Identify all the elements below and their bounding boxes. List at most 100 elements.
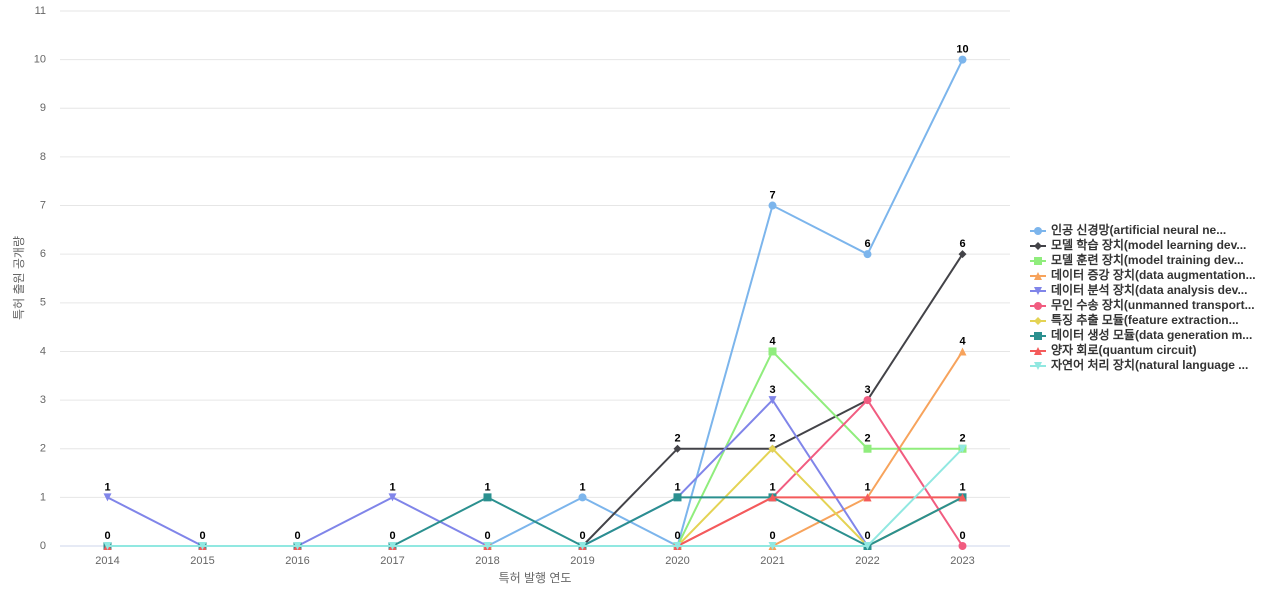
y-tick-label: 2 (40, 443, 46, 455)
data-point (863, 493, 872, 502)
data-label: 1 (674, 481, 680, 493)
x-tick-label: 2022 (855, 555, 879, 567)
data-point (958, 444, 967, 453)
legend-marker (1034, 242, 1042, 250)
x-tick-label: 2020 (665, 555, 689, 567)
data-label: 2 (674, 433, 680, 445)
legend-marker (1034, 272, 1042, 280)
data-label: 0 (199, 530, 205, 542)
data-point (768, 542, 777, 550)
series-line (107, 496, 963, 548)
legend-label: 데이터 생성 모듈(data generation m... (1051, 327, 1252, 342)
data-point (958, 250, 967, 259)
series-line (107, 448, 964, 547)
data-label: 0 (674, 530, 680, 542)
data-point (388, 493, 397, 502)
data-label: 1 (864, 481, 870, 493)
data-point (768, 493, 777, 502)
legend-marker (1034, 287, 1042, 295)
data-label: 1 (579, 481, 585, 493)
data-label: 1 (484, 481, 490, 493)
y-tick-label: 11 (35, 5, 46, 17)
y-tick-label: 9 (40, 102, 46, 114)
legend-label: 특징 추출 모듈(feature extraction... (1051, 312, 1239, 327)
legend-marker (1034, 362, 1042, 370)
data-point (103, 542, 112, 550)
y-tick-label: 3 (40, 394, 46, 406)
legend-marker (1034, 332, 1042, 340)
legend-label: 데이터 분석 장치(data analysis dev... (1051, 282, 1247, 297)
data-label: 1 (959, 481, 965, 493)
x-tick-label: 2021 (760, 555, 784, 567)
data-point (673, 444, 682, 453)
legend-label: 무인 수송 장치(unmanned transport... (1051, 297, 1255, 312)
data-point (863, 396, 872, 405)
data-label: 0 (294, 530, 300, 542)
legend-marker (1034, 257, 1042, 265)
legend-label: 인공 신경망(artificial neural ne... (1051, 222, 1226, 237)
legend-label: 양자 회로(quantum circuit) (1051, 342, 1197, 357)
y-tick-label: 6 (40, 248, 46, 260)
data-point (388, 542, 397, 550)
x-tick-label: 2018 (475, 555, 499, 567)
data-point (578, 542, 587, 550)
data-point (483, 542, 492, 550)
data-point (198, 542, 207, 550)
data-label: 6 (959, 238, 965, 250)
series-line (107, 398, 964, 547)
x-axis-title: 특허 발행 연도 (499, 570, 572, 585)
legend-label: 모델 훈련 장치(model training dev... (1051, 252, 1244, 267)
data-label: 4 (959, 335, 966, 347)
x-tick-label: 2014 (95, 555, 119, 567)
data-label: 7 (769, 189, 775, 201)
data-label: 1 (104, 481, 110, 493)
data-label: 3 (864, 384, 870, 396)
x-tick-label: 2016 (285, 555, 309, 567)
data-label: 0 (959, 530, 965, 542)
legend-label: 모델 학습 장치(model learning dev... (1051, 237, 1246, 252)
data-label: 4 (769, 335, 776, 347)
data-label: 1 (769, 481, 775, 493)
x-tick-label: 2017 (380, 555, 404, 567)
data-label: 10 (956, 44, 968, 56)
data-point (768, 444, 777, 453)
data-label: 3 (769, 384, 775, 396)
y-tick-label: 0 (40, 540, 46, 552)
data-point (103, 493, 112, 502)
data-label: 1 (389, 481, 395, 493)
legend-marker (1034, 227, 1042, 235)
legend-marker (1034, 317, 1042, 325)
y-tick-label: 1 (40, 491, 46, 503)
x-tick-label: 2015 (190, 555, 214, 567)
data-point (578, 493, 587, 502)
data-point (863, 542, 872, 550)
data-label: 2 (864, 433, 870, 445)
data-label: 0 (769, 530, 775, 542)
y-tick-label: 4 (40, 345, 46, 357)
legend-label: 자연어 처리 장치(natural language ... (1051, 357, 1248, 372)
series-line (107, 398, 963, 548)
y-axis-title: 특허 출원 공개량 (12, 236, 26, 320)
data-label: 0 (864, 530, 870, 542)
data-point (768, 347, 777, 356)
data-label: 0 (579, 530, 585, 542)
data-label: 6 (864, 238, 870, 250)
data-point (958, 493, 967, 502)
data-label: 2 (959, 433, 965, 445)
x-tick-label: 2023 (950, 555, 974, 567)
y-tick-label: 5 (40, 297, 46, 309)
data-point (673, 493, 682, 502)
data-point (768, 201, 777, 210)
data-point (958, 347, 967, 356)
data-point (958, 542, 967, 550)
x-tick-label: 2019 (570, 555, 594, 567)
data-label: 2 (769, 433, 775, 445)
legend-marker (1034, 302, 1042, 310)
data-point (863, 250, 872, 259)
data-point (293, 542, 302, 550)
data-point (958, 55, 967, 64)
y-tick-label: 8 (40, 151, 46, 163)
legend-label: 데이터 증강 장치(data augmentation... (1051, 267, 1256, 282)
y-tick-label: 7 (40, 199, 46, 211)
